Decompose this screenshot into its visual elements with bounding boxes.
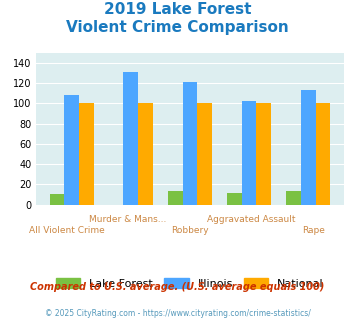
Bar — [50, 194, 64, 205]
Bar — [138, 103, 153, 205]
Bar — [227, 193, 242, 205]
Bar — [79, 103, 94, 205]
Bar — [301, 90, 316, 205]
Text: Aggravated Assault: Aggravated Assault — [207, 214, 296, 223]
Bar — [124, 72, 138, 205]
Bar — [64, 95, 79, 205]
Text: Robbery: Robbery — [171, 226, 209, 235]
Text: Violent Crime Comparison: Violent Crime Comparison — [66, 20, 289, 35]
Legend: Lake Forest, Illinois, National: Lake Forest, Illinois, National — [51, 274, 328, 294]
Text: © 2025 CityRating.com - https://www.cityrating.com/crime-statistics/: © 2025 CityRating.com - https://www.city… — [45, 309, 310, 317]
Bar — [242, 101, 256, 205]
Text: 2019 Lake Forest: 2019 Lake Forest — [104, 2, 251, 16]
Bar — [168, 191, 182, 205]
Bar — [256, 103, 271, 205]
Text: All Violent Crime: All Violent Crime — [28, 226, 104, 235]
Bar — [286, 191, 301, 205]
Text: Compared to U.S. average. (U.S. average equals 100): Compared to U.S. average. (U.S. average … — [30, 282, 325, 292]
Bar — [182, 82, 197, 205]
Bar — [197, 103, 212, 205]
Text: Rape: Rape — [302, 226, 325, 235]
Text: Murder & Mans...: Murder & Mans... — [89, 214, 167, 223]
Bar — [316, 103, 330, 205]
